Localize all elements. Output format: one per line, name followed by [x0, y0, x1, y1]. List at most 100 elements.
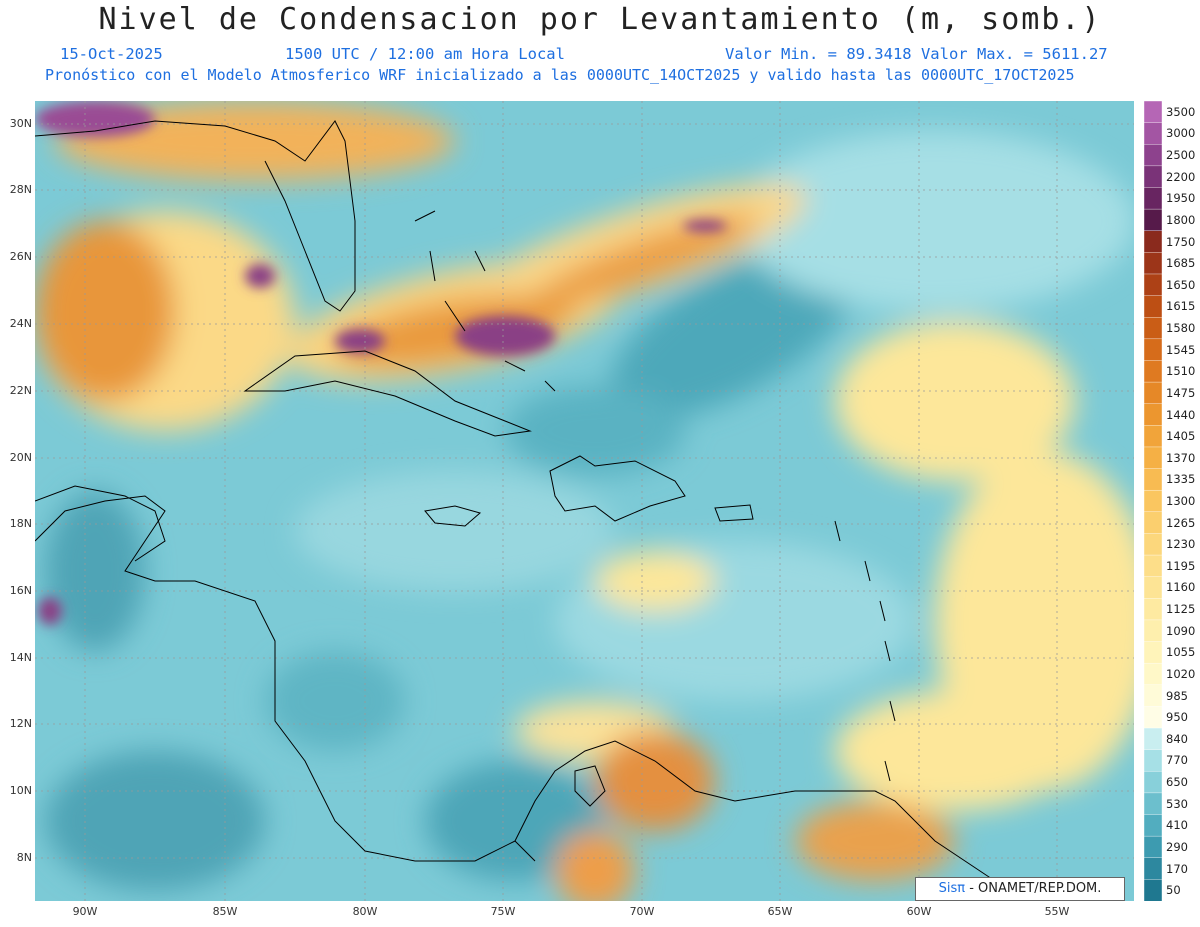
bahamas-islands [414, 210, 556, 392]
credit-org: - ONAMET/REP.DOM. [965, 881, 1102, 896]
coastlines [35, 120, 1036, 901]
forecast-info: Pronóstico con el Modelo Atmosferico WRF… [45, 66, 1075, 84]
colorbar-swatch [1144, 165, 1162, 189]
colorbar-label: 1615 [1166, 299, 1196, 314]
lon-label-85w: 85W [212, 905, 238, 918]
forecast-map [35, 101, 1134, 901]
colorbar-swatch [1144, 727, 1162, 751]
colorbar-label: 1300 [1166, 494, 1196, 508]
lat-label-8n: 8N [16, 851, 32, 864]
colorbar-swatch [1144, 749, 1162, 772]
colorbar-label: 1580 [1166, 321, 1196, 336]
jamaica-coast [424, 505, 482, 527]
colorbar-swatch [1144, 403, 1162, 427]
colorbar-label: 1950 [1166, 191, 1196, 206]
colorbar-label: 1440 [1166, 407, 1196, 422]
colorbar-swatch [1144, 317, 1162, 340]
colorbar-label: 1405 [1166, 429, 1196, 444]
puerto-rico-coast [714, 504, 754, 522]
valid-date: 15-Oct-2025 [60, 45, 163, 63]
colorbar-swatch [1144, 598, 1162, 621]
lat-label-26n: 26N [9, 250, 32, 263]
lat-label-22n: 22N [9, 384, 32, 397]
hispaniola-coast [549, 455, 686, 522]
south-america-coast [514, 740, 1036, 901]
colorbar-swatch [1144, 273, 1162, 297]
colorbar-label: 50 [1166, 883, 1181, 898]
colorbar-swatch [1144, 792, 1162, 816]
colorbar-label: 1055 [1166, 645, 1196, 660]
colorbar-label: 1265 [1166, 515, 1196, 530]
lat-label-16n: 16N [9, 584, 32, 597]
lon-label-90w: 90W [72, 905, 98, 918]
colorbar-label: 1545 [1166, 342, 1196, 357]
colorbar-label: 1650 [1166, 277, 1196, 292]
lon-label-60w: 60W [906, 905, 932, 918]
colorbar-swatch [1144, 425, 1162, 448]
colorbar-swatch [1144, 879, 1162, 901]
colorbar-label: 650 [1166, 775, 1188, 790]
colorbar-label: 840 [1166, 731, 1188, 746]
shaded-field [35, 101, 1134, 901]
colorbar-label: 1800 [1166, 212, 1196, 227]
lake-maracaibo [574, 765, 606, 807]
colorbar-swatch [1144, 619, 1162, 643]
yucatan-coast [35, 485, 166, 562]
lon-label-70w: 70W [629, 905, 655, 918]
colorbar-label: 2500 [1166, 148, 1196, 163]
colorbar-swatch [1144, 468, 1162, 491]
colorbar-label: 770 [1166, 753, 1188, 768]
colorbar-label: 530 [1166, 796, 1188, 811]
lat-label-28n: 28N [9, 183, 32, 196]
colorbar-swatch [1144, 230, 1162, 254]
lon-label-55w: 55W [1044, 905, 1070, 918]
colorbar-swatch [1144, 857, 1162, 881]
colorbar-label: 1475 [1166, 385, 1196, 400]
lat-label-12n: 12N [9, 717, 32, 730]
colorbar-label: 1335 [1166, 472, 1196, 487]
colorbar-swatch [1144, 771, 1162, 794]
colorbar-label: 1195 [1166, 558, 1196, 573]
colorbar-label: 410 [1166, 818, 1188, 833]
colorbar-swatch [1144, 511, 1162, 535]
colorbar-swatch [1144, 533, 1162, 556]
lat-label-10n: 10N [9, 784, 32, 797]
colorbar-swatch [1144, 381, 1162, 405]
lat-label-18n: 18N [9, 517, 32, 530]
colorbar-label: 1370 [1166, 450, 1196, 465]
colorbar-label: 1510 [1166, 364, 1196, 379]
lat-label-24n: 24N [9, 317, 32, 330]
lat-label-30n: 30N [9, 117, 32, 130]
colorbar-label: 1125 [1166, 602, 1196, 617]
colorbar-label: 170 [1166, 861, 1188, 876]
colorbar-swatch [1144, 122, 1162, 145]
colorbar-swatch [1144, 144, 1162, 167]
colorbar-label: 985 [1166, 688, 1188, 703]
colorbar-label: 290 [1166, 839, 1188, 854]
colorbar-label: 950 [1166, 710, 1188, 725]
colorbar-label: 1230 [1166, 537, 1196, 552]
colorbar-label: 2200 [1166, 169, 1196, 184]
map-title: Nivel de Condensacion por Levantamiento … [98, 2, 1102, 37]
sispi-logo-text: Sisπ [938, 881, 966, 896]
colorbar-swatch [1144, 208, 1162, 232]
high-lcl-cells [35, 101, 727, 625]
lon-label-75w: 75W [490, 905, 516, 918]
lat-label-20n: 20N [9, 451, 32, 464]
lon-label-80w: 80W [352, 905, 378, 918]
colorbar-swatch [1144, 835, 1162, 859]
central-america-coast [35, 495, 536, 862]
colorbar-swatch [1144, 360, 1162, 383]
colorbar-swatch [1144, 814, 1162, 837]
grid-lines [35, 101, 1134, 901]
colorbar-swatch [1144, 662, 1162, 686]
colorbar-swatch [1144, 576, 1162, 599]
florida-coast [35, 120, 356, 312]
cuba-coast [243, 350, 532, 437]
colorbar-swatch [1144, 489, 1162, 513]
lon-label-65w: 65W [767, 905, 793, 918]
colorbar-label: 3500 [1166, 104, 1196, 119]
colorbar [1144, 101, 1162, 901]
colorbar-swatch [1144, 641, 1162, 664]
colorbar-label: 1685 [1166, 256, 1196, 271]
